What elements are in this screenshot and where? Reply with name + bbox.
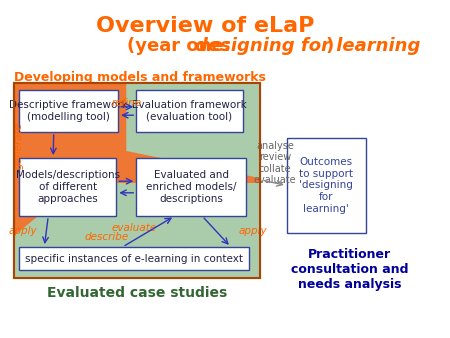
Text: generate: generate [14, 121, 24, 169]
Bar [136, 90, 243, 132]
Polygon shape [14, 183, 260, 278]
Text: refine: refine [112, 98, 142, 108]
Text: analyse
review
collate
evaluate: analyse review collate evaluate [254, 141, 296, 186]
Bar [136, 158, 246, 216]
Bar [287, 138, 366, 233]
Bar [19, 90, 118, 132]
Text: describe: describe [84, 232, 129, 242]
Text: Evaluated and
enriched models/
descriptions: Evaluated and enriched models/ descripti… [146, 170, 236, 203]
Text: Evaluated case studies: Evaluated case studies [46, 286, 227, 300]
Text: specific instances of e-learning in context: specific instances of e-learning in cont… [25, 254, 243, 264]
Text: Outcomes
to support
'designing
for
learning': Outcomes to support 'designing for learn… [299, 157, 353, 214]
Text: Overview of eLaP: Overview of eLaP [96, 16, 315, 36]
Text: Models/descriptions
of different
approaches: Models/descriptions of different approac… [16, 170, 120, 203]
Text: Descriptive framework
(modelling tool): Descriptive framework (modelling tool) [9, 100, 128, 122]
Text: (year one:: (year one: [127, 37, 237, 55]
Text: evaluate: evaluate [111, 223, 157, 233]
Text: Developing models and frameworks: Developing models and frameworks [14, 71, 266, 84]
Bar [19, 247, 249, 270]
Text: ): ) [325, 37, 333, 55]
Bar [14, 83, 260, 278]
Polygon shape [126, 83, 260, 178]
Text: apply: apply [238, 226, 267, 237]
Text: apply: apply [9, 226, 37, 237]
Text: Practitioner
consultation and
needs analysis: Practitioner consultation and needs anal… [291, 248, 409, 291]
Bar [14, 83, 260, 278]
Text: designing for learning: designing for learning [195, 37, 420, 55]
Bar [19, 158, 117, 216]
Text: Evaluation framework
(evaluation tool): Evaluation framework (evaluation tool) [132, 100, 247, 122]
